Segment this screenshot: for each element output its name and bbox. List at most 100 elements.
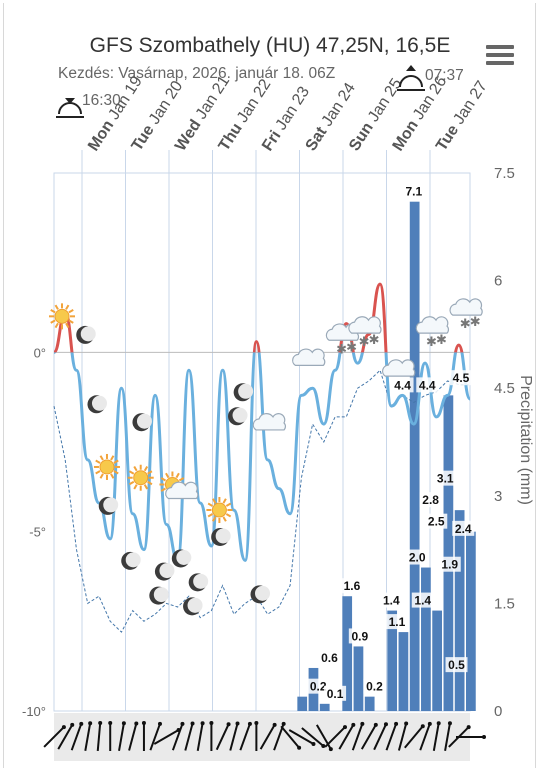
sun-ray bbox=[225, 513, 232, 518]
right-tick-label: 6 bbox=[494, 273, 502, 290]
precip-label: 0.9 bbox=[351, 629, 368, 643]
sun-ray bbox=[110, 473, 115, 479]
wind-arrow-head bbox=[61, 725, 66, 730]
sun-ray bbox=[99, 455, 104, 461]
wind-arrow bbox=[301, 727, 324, 747]
moon-icon-light bbox=[176, 549, 192, 565]
sunrise-icon bbox=[399, 75, 423, 88]
sun-ray bbox=[165, 472, 170, 479]
sunset-icon bbox=[58, 102, 82, 115]
precipitation-bar bbox=[443, 395, 454, 711]
left-tick-label: -5° bbox=[29, 525, 46, 540]
sun-ray bbox=[54, 304, 59, 310]
precip-label-bg bbox=[406, 549, 429, 565]
precipitation-bar bbox=[398, 632, 409, 711]
sun-ray bbox=[68, 308, 74, 314]
moon-icon-light bbox=[159, 563, 175, 579]
precip-label: 1.4 bbox=[383, 594, 400, 608]
moon-icon-light bbox=[136, 413, 152, 429]
precip-label: 0.2 bbox=[366, 680, 383, 694]
precipitation-bar bbox=[364, 696, 375, 711]
precip-label-bg bbox=[438, 556, 461, 572]
sun-ray bbox=[143, 484, 149, 490]
precipitation-bar bbox=[297, 696, 308, 711]
precip-label-bg bbox=[425, 513, 448, 529]
wind-arrow-head bbox=[466, 725, 471, 730]
snow-icon: ✱ bbox=[369, 333, 380, 348]
wind-arrow-head bbox=[272, 722, 277, 727]
wind-arrow-head bbox=[342, 725, 347, 730]
sunrise-time: 07:37 bbox=[425, 67, 464, 84]
sun-ray bbox=[50, 319, 56, 324]
wind-arrow bbox=[432, 723, 440, 751]
plot-area bbox=[53, 172, 471, 712]
sunset-time: 16:30 bbox=[82, 92, 121, 109]
precip-label-bg bbox=[318, 649, 341, 665]
wind-strip bbox=[54, 713, 470, 761]
wind-arrow-head bbox=[235, 721, 240, 726]
sun-ray bbox=[207, 502, 213, 507]
precip-label-bg bbox=[307, 678, 330, 694]
precip-label-bg bbox=[445, 657, 468, 673]
wind-arrow-head bbox=[321, 743, 326, 748]
precipitation-bar bbox=[421, 567, 431, 711]
wind-arrow bbox=[184, 723, 194, 751]
precip-label: 0.5 bbox=[448, 658, 465, 672]
wind-arrow bbox=[118, 723, 125, 751]
wind-arrow-head bbox=[420, 724, 425, 729]
precipitation-bar bbox=[454, 510, 465, 711]
wind-arrow bbox=[96, 722, 102, 752]
dewpoint-line bbox=[53, 369, 470, 633]
snow-icon: ✱ bbox=[436, 333, 447, 348]
moon-icon-light bbox=[153, 587, 169, 603]
right-tick-label: 3 bbox=[494, 488, 502, 505]
wind-arrow-head bbox=[311, 742, 316, 746]
wind-arrow-head bbox=[134, 721, 139, 726]
wind-arrow bbox=[128, 723, 138, 751]
precip-label: 1.1 bbox=[389, 615, 406, 629]
precip-label-bg bbox=[391, 377, 414, 393]
right-tick-label: 7.5 bbox=[494, 165, 515, 182]
precip-label: 2.8 bbox=[422, 493, 439, 507]
precipitation-bar bbox=[432, 610, 443, 711]
sun-ray bbox=[160, 487, 167, 492]
sun-ray bbox=[133, 484, 138, 490]
wind-arrow-head bbox=[351, 722, 356, 727]
cloud-icon bbox=[292, 348, 326, 366]
snow-icon: ✱ bbox=[346, 340, 357, 355]
wind-arrow-head bbox=[108, 721, 113, 725]
sun-ray bbox=[95, 459, 101, 464]
precip-label-bg bbox=[419, 492, 442, 508]
precipitation-bar bbox=[466, 531, 476, 711]
precip-label: 1.6 bbox=[344, 579, 361, 593]
moon-icon-light bbox=[80, 326, 96, 342]
precip-label: 7.1 bbox=[405, 185, 422, 199]
wind-arrow-head bbox=[79, 721, 84, 726]
wind-arrow-head bbox=[360, 721, 365, 726]
wind-arrow bbox=[259, 724, 276, 750]
precipitation-bar bbox=[353, 646, 364, 711]
cloud-icon bbox=[252, 413, 286, 431]
precip-label: 2.0 bbox=[409, 551, 426, 565]
moon-icon-light bbox=[91, 395, 107, 411]
wind-arrow bbox=[324, 726, 346, 748]
wind-arrow bbox=[397, 723, 408, 751]
temperature-line bbox=[52, 352, 472, 562]
wind-arrow-head bbox=[180, 721, 185, 726]
wind-arrow bbox=[280, 725, 300, 749]
wind-arrow bbox=[385, 723, 398, 751]
wind-arrow bbox=[404, 725, 424, 749]
wind-arrow bbox=[315, 724, 332, 750]
wind-arrow-head bbox=[88, 721, 93, 726]
precip-label: 1.4 bbox=[414, 594, 431, 608]
cloud-icon bbox=[449, 298, 483, 316]
hamburger-menu-icon[interactable] bbox=[486, 45, 514, 69]
wind-arrow bbox=[215, 723, 230, 751]
left-tick-label: 0° bbox=[34, 345, 46, 360]
sun-ray bbox=[225, 502, 232, 507]
sun-ray bbox=[54, 322, 59, 329]
moon-icon-light bbox=[238, 383, 254, 399]
sun-ray bbox=[147, 480, 153, 486]
sun-ray bbox=[147, 470, 153, 475]
